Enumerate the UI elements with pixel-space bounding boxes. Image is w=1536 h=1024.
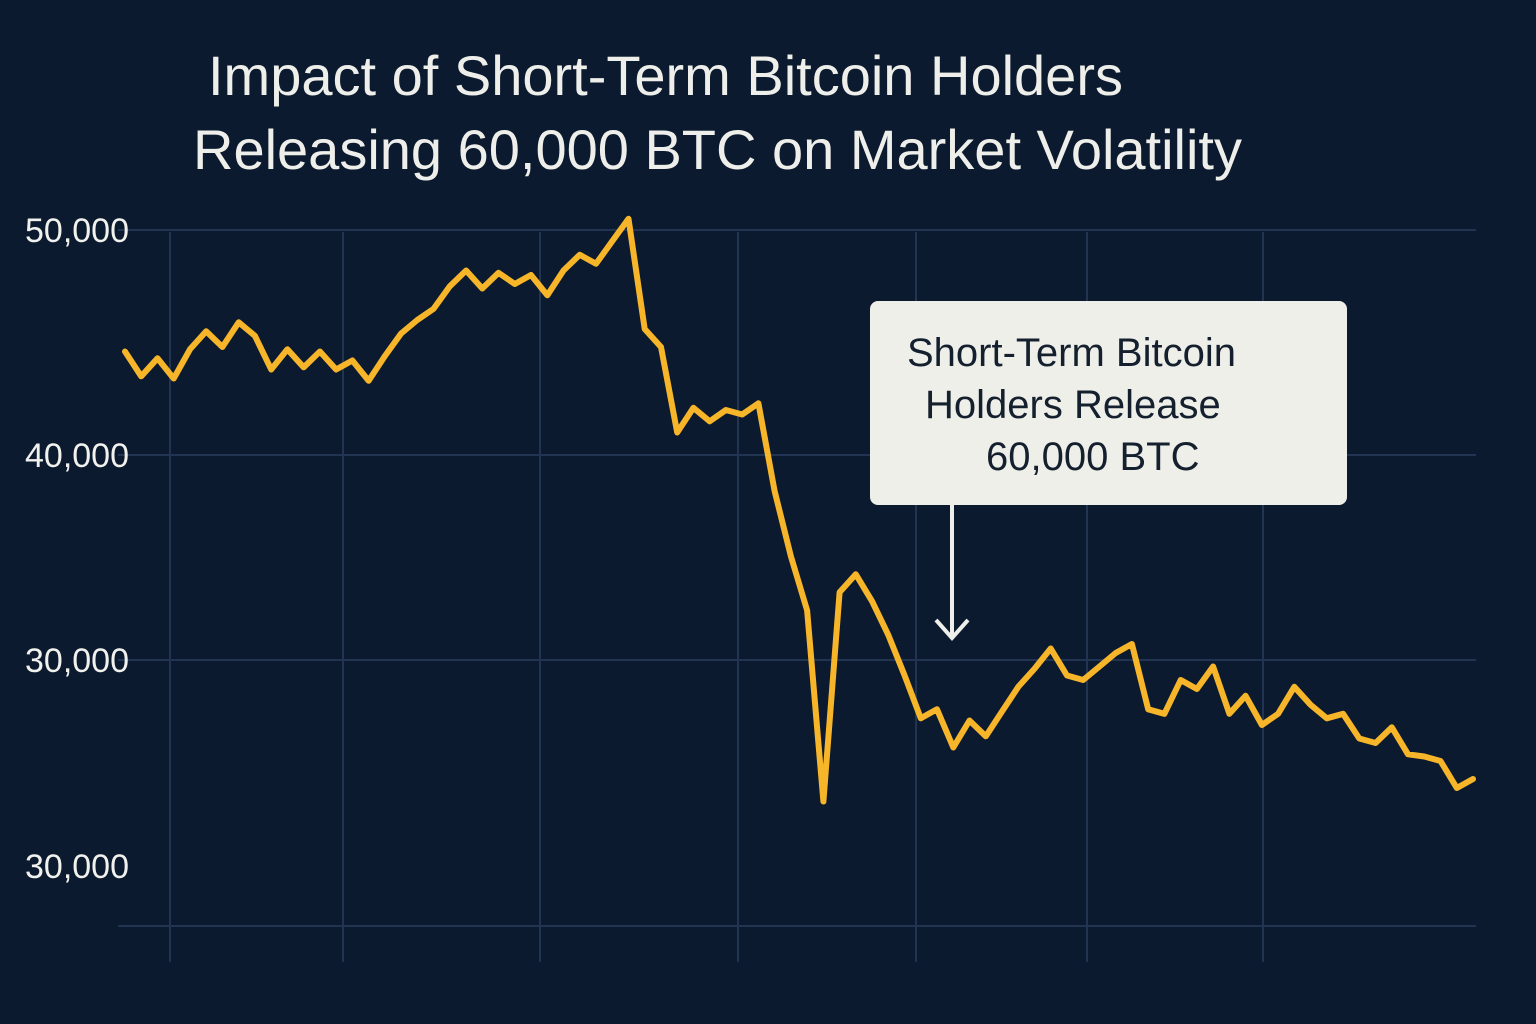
annotation-line-1: Short-Term Bitcoin (907, 331, 1236, 375)
chart-title-line-2: Releasing 60,000 BTC on Market Volatilit… (193, 118, 1242, 181)
y-axis: 50,000 40,000 30,000 30,000 (25, 212, 129, 886)
chart-grid (118, 229, 1476, 962)
chart-title-line-1: Impact of Short-Term Bitcoin Holders (208, 44, 1123, 107)
y-tick-label-0: 50,000 (25, 212, 129, 250)
annotation-line-3: 60,000 BTC (986, 435, 1200, 479)
y-tick-label-2: 30,000 (25, 642, 129, 680)
annotation-callout: Short-Term Bitcoin Holders Release 60,00… (870, 301, 1347, 505)
y-tick-label-3: 30,000 (25, 848, 129, 886)
annotation-layer (934, 505, 970, 642)
y-tick-label-1: 40,000 (25, 437, 129, 475)
series-layer (122, 215, 1476, 805)
annotation-line-2: Holders Release (925, 383, 1221, 427)
series-line-0 (122, 215, 1476, 805)
annotation-arrow-head (934, 618, 970, 642)
